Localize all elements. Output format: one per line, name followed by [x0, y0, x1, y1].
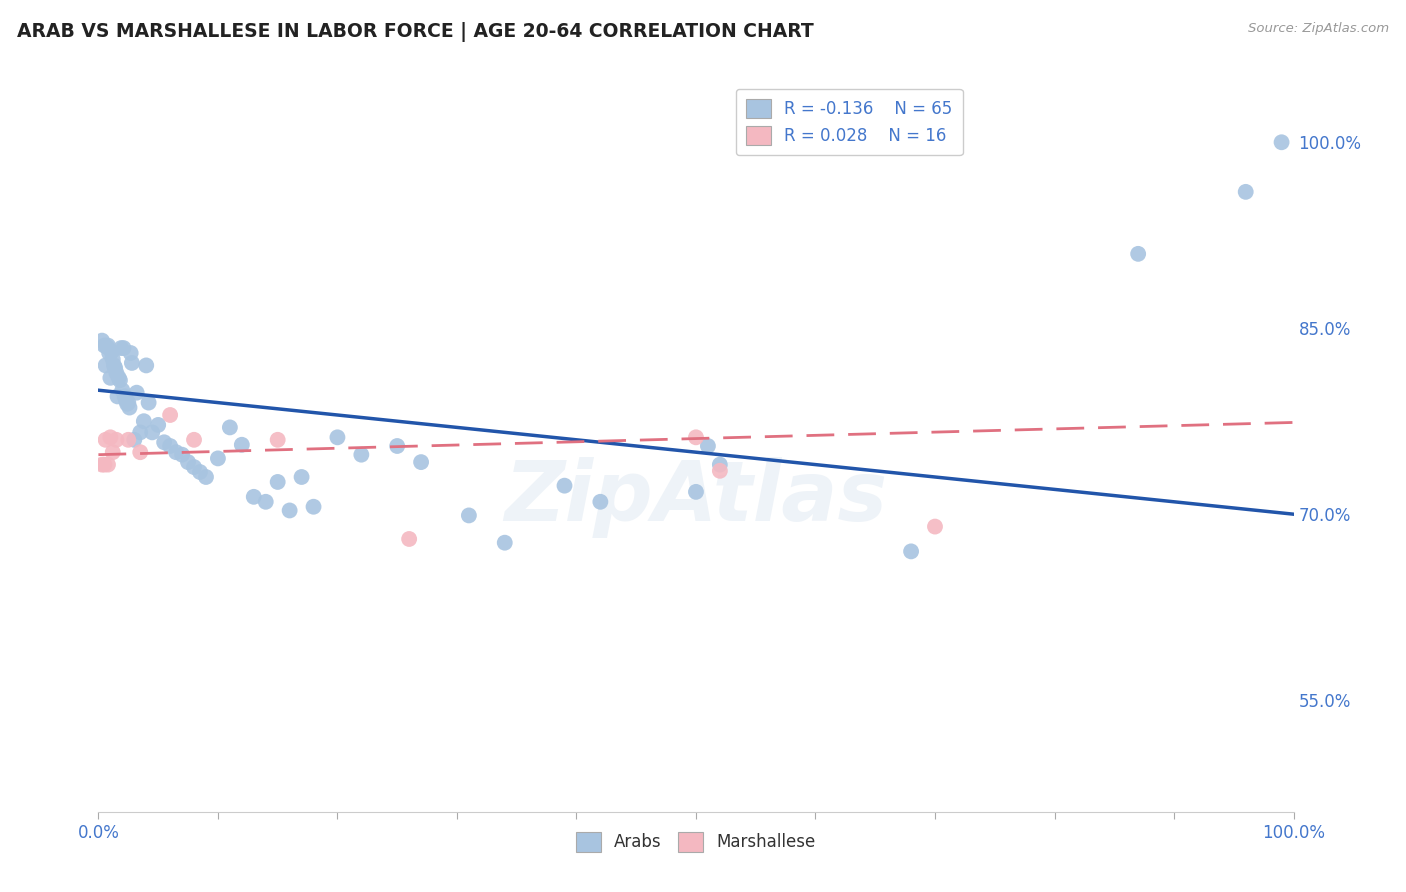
- Point: [97, 458, 120, 472]
- Point: [121, 356, 143, 370]
- Point: [94, 433, 117, 447]
- Point: [125, 385, 148, 400]
- Point: [554, 478, 576, 492]
- Point: [141, 425, 163, 440]
- Point: [118, 401, 141, 415]
- Point: [129, 445, 152, 459]
- Point: [411, 455, 433, 469]
- Point: [207, 451, 229, 466]
- Point: [494, 535, 516, 549]
- Point: [231, 438, 253, 452]
- Point: [589, 495, 612, 509]
- Point: [104, 360, 127, 375]
- Point: [148, 417, 170, 432]
- Point: [267, 475, 290, 489]
- Point: [93, 338, 115, 352]
- Point: [385, 439, 409, 453]
- Point: [112, 341, 135, 355]
- Point: [685, 484, 707, 499]
- Point: [398, 532, 420, 546]
- Point: [924, 519, 946, 533]
- Point: [91, 334, 114, 348]
- Point: [219, 420, 242, 434]
- Point: [107, 371, 129, 385]
- Point: [132, 414, 155, 428]
- Point: [302, 500, 325, 514]
- Point: [129, 425, 152, 440]
- Point: [94, 359, 117, 373]
- Point: [254, 495, 277, 509]
- Point: [108, 373, 131, 387]
- Point: [159, 439, 181, 453]
- Point: [98, 430, 122, 444]
- Point: [101, 445, 124, 459]
- Point: [172, 448, 194, 462]
- Point: [107, 389, 129, 403]
- Point: [183, 433, 205, 447]
- Point: [1128, 247, 1150, 261]
- Point: [188, 465, 211, 479]
- Point: [117, 433, 139, 447]
- Point: [93, 458, 115, 472]
- Point: [685, 430, 707, 444]
- Point: [98, 371, 122, 385]
- Point: [97, 338, 120, 352]
- Point: [709, 464, 731, 478]
- Point: [458, 508, 481, 523]
- Point: [91, 458, 114, 472]
- Point: [115, 397, 138, 411]
- Point: [110, 341, 132, 355]
- Point: [1234, 185, 1257, 199]
- Point: [267, 433, 290, 447]
- Point: [96, 340, 118, 354]
- Point: [177, 455, 200, 469]
- Point: [1271, 135, 1294, 149]
- Point: [195, 470, 218, 484]
- Point: [165, 445, 187, 459]
- Point: [124, 433, 146, 447]
- Legend: Arabs, Marshallese: Arabs, Marshallese: [569, 826, 823, 858]
- Point: [100, 344, 122, 359]
- Point: [709, 458, 731, 472]
- Point: [135, 359, 157, 373]
- Point: [103, 359, 125, 373]
- Point: [697, 439, 720, 453]
- Point: [105, 433, 128, 447]
- Point: [291, 470, 314, 484]
- Text: ARAB VS MARSHALLESE IN LABOR FORCE | AGE 20-64 CORRELATION CHART: ARAB VS MARSHALLESE IN LABOR FORCE | AGE…: [17, 22, 814, 42]
- Point: [159, 408, 181, 422]
- Point: [115, 393, 138, 408]
- Point: [114, 389, 136, 403]
- Point: [900, 544, 922, 558]
- Point: [138, 395, 160, 409]
- Point: [183, 460, 205, 475]
- Point: [326, 430, 349, 444]
- Point: [105, 366, 128, 380]
- Text: Source: ZipAtlas.com: Source: ZipAtlas.com: [1249, 22, 1389, 36]
- Point: [350, 448, 373, 462]
- Point: [101, 352, 124, 367]
- Point: [243, 490, 266, 504]
- Point: [117, 395, 139, 409]
- Text: ZipAtlas: ZipAtlas: [505, 457, 887, 538]
- Point: [153, 435, 176, 450]
- Point: [111, 383, 134, 397]
- Point: [278, 503, 301, 517]
- Point: [120, 346, 142, 360]
- Point: [98, 346, 121, 360]
